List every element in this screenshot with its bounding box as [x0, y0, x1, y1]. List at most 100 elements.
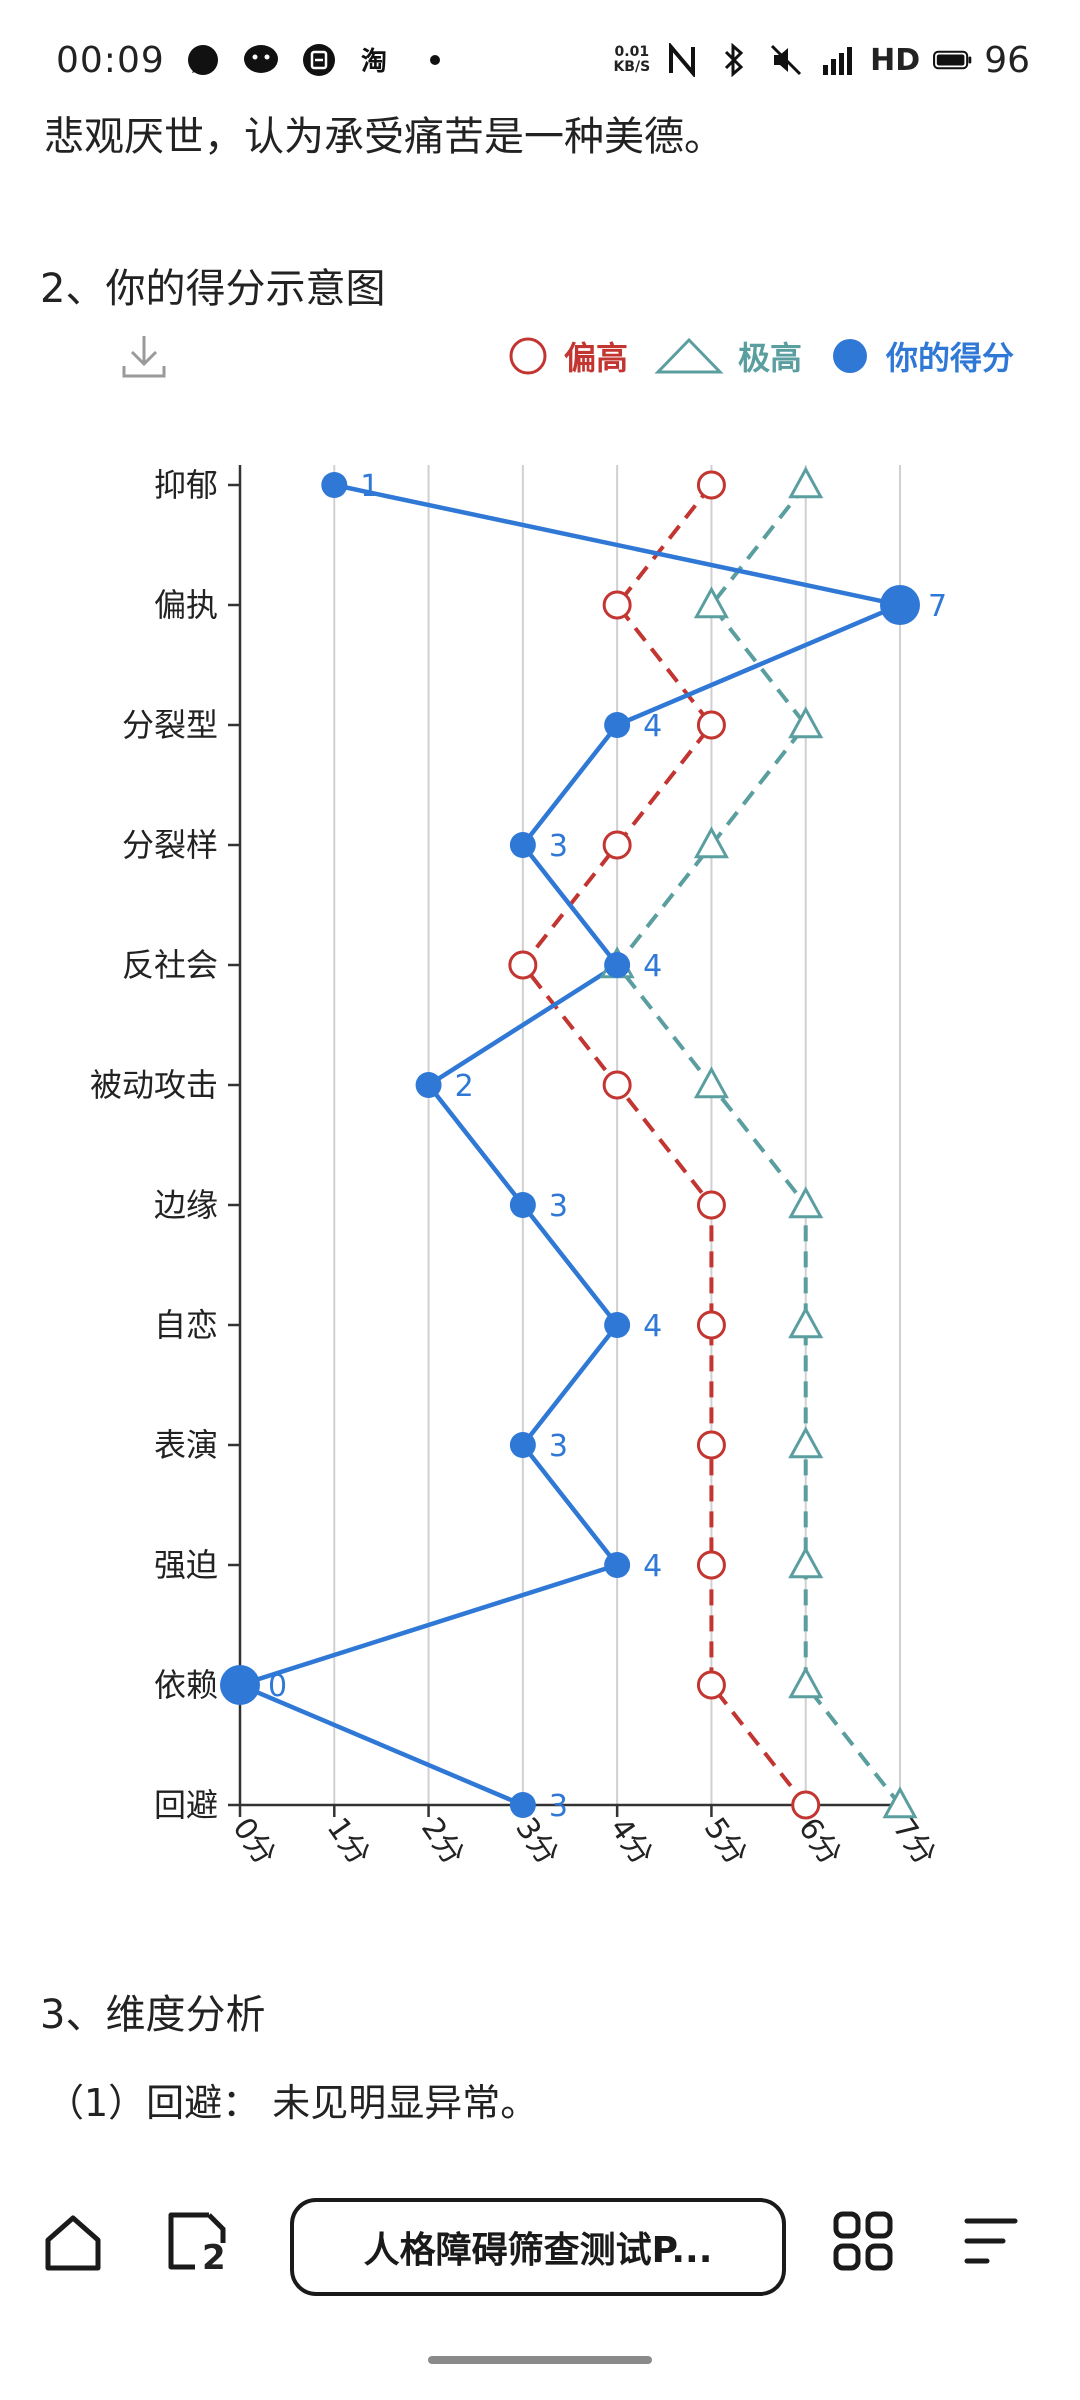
- svg-text:淘: 淘: [361, 47, 387, 77]
- data-point[interactable]: [602, 1070, 632, 1100]
- bluetooth-icon: [714, 40, 754, 80]
- y-tick-label: 表演: [154, 1426, 218, 1464]
- circle-marker-icon: [509, 337, 547, 375]
- legend-label-your-score: 你的得分: [886, 339, 1015, 377]
- legend-label-very-high: 极高: [738, 339, 803, 377]
- data-point[interactable]: [693, 826, 729, 859]
- data-label: 0: [268, 1669, 287, 1704]
- data-point[interactable]: [693, 1066, 729, 1099]
- nfc-icon: [662, 40, 702, 80]
- mute-icon: [766, 40, 806, 80]
- data-point[interactable]: [696, 1310, 726, 1340]
- data-label: 7: [928, 589, 947, 624]
- triangle-marker-icon: [654, 337, 724, 374]
- data-point[interactable]: [882, 1786, 918, 1819]
- data-point[interactable]: [788, 1546, 824, 1579]
- data-point[interactable]: [321, 472, 348, 498]
- data-point[interactable]: [509, 1792, 536, 1818]
- section-2-title: 2、你的得分示意图: [40, 266, 386, 312]
- data-point[interactable]: [508, 950, 538, 980]
- home-icon: [45, 2215, 101, 2271]
- filled-circle-marker-icon: [833, 339, 868, 373]
- x-tick-label: 5分: [697, 1812, 754, 1872]
- data-label: 4: [643, 1309, 662, 1344]
- legend-item-high[interactable]: 偏高: [506, 333, 628, 379]
- data-point[interactable]: [509, 832, 536, 858]
- document-title-button[interactable]: 人格障碍筛查测试P...: [290, 2198, 786, 2296]
- apps-icon: [833, 2211, 893, 2271]
- data-point[interactable]: [788, 1426, 824, 1459]
- menu-icon: [964, 2218, 1018, 2264]
- net-speed-unit: KB/S: [613, 59, 651, 75]
- apps-button[interactable]: [830, 2208, 896, 2274]
- battery-icon: [932, 40, 972, 80]
- data-point[interactable]: [602, 830, 632, 860]
- download-button[interactable]: [118, 330, 170, 382]
- data-point[interactable]: [604, 1552, 631, 1578]
- x-tick-label: 4分: [603, 1812, 660, 1872]
- data-point[interactable]: [509, 1192, 536, 1218]
- data-point[interactable]: [880, 585, 920, 625]
- legend-label-high: 偏高: [564, 339, 629, 377]
- data-point[interactable]: [788, 1186, 824, 1219]
- menu-button[interactable]: [958, 2210, 1024, 2272]
- data-label: 3: [549, 1189, 568, 1224]
- tabs-button[interactable]: 2: [162, 2206, 234, 2278]
- dot-icon: [415, 40, 455, 80]
- home-indicator[interactable]: [428, 2356, 652, 2364]
- tabs-count: 2: [202, 2238, 226, 2278]
- data-point[interactable]: [509, 1432, 536, 1458]
- y-tick-label: 依赖: [154, 1666, 218, 1704]
- x-tick-label: 6分: [791, 1812, 848, 1872]
- data-point[interactable]: [696, 1430, 726, 1460]
- intro-text: 悲观厌世，认为承受痛苦是一种美德。: [44, 114, 724, 160]
- status-time: 00:09: [56, 39, 165, 81]
- analysis-line: （1）回避： 未见明显异常。: [46, 2081, 539, 2125]
- taobao-icon: 淘: [357, 40, 397, 80]
- data-point[interactable]: [791, 1790, 821, 1820]
- data-point[interactable]: [788, 706, 824, 739]
- series-line: [615, 483, 902, 1807]
- network-type: HD: [870, 42, 921, 78]
- data-point[interactable]: [696, 1190, 726, 1220]
- data-point[interactable]: [788, 466, 824, 499]
- data-point[interactable]: [693, 586, 729, 619]
- home-button[interactable]: [38, 2208, 108, 2278]
- data-label: 2: [455, 1069, 474, 1104]
- data-label: 4: [643, 1549, 662, 1584]
- data-point[interactable]: [604, 712, 631, 738]
- download-icon: [122, 336, 166, 378]
- net-speed: 0.01 KB/S: [613, 45, 650, 75]
- y-tick-label: 分裂型: [122, 706, 218, 744]
- net-speed-value: 0.01: [614, 44, 650, 60]
- y-tick-label: 强迫: [154, 1546, 218, 1584]
- data-point[interactable]: [788, 1666, 824, 1699]
- data-point[interactable]: [696, 710, 726, 740]
- section-3-title: 3、维度分析: [40, 1992, 266, 2038]
- battery-level: 96: [984, 39, 1030, 81]
- data-point[interactable]: [220, 1665, 260, 1705]
- legend-item-very-high[interactable]: 极高: [654, 333, 802, 379]
- chart-legend: 偏高 极高 你的得分: [506, 328, 1014, 384]
- data-point[interactable]: [696, 1670, 726, 1700]
- legend-item-your-score[interactable]: 你的得分: [828, 333, 1014, 379]
- x-tick-label: 1分: [320, 1812, 377, 1872]
- data-point[interactable]: [788, 1306, 824, 1339]
- y-tick-label: 被动攻击: [90, 1066, 218, 1104]
- data-label: 3: [549, 1429, 568, 1464]
- data-point[interactable]: [604, 952, 631, 978]
- x-tick-label: 0分: [225, 1812, 282, 1872]
- chat-bubble-icon: [183, 40, 223, 80]
- data-label: 3: [549, 1789, 568, 1824]
- data-point[interactable]: [696, 1550, 726, 1580]
- data-point[interactable]: [602, 590, 632, 620]
- data-point[interactable]: [415, 1072, 442, 1098]
- meituan-icon: [299, 40, 339, 80]
- data-point[interactable]: [696, 470, 726, 500]
- wechat-icon: [241, 40, 281, 80]
- signal-icon: [818, 40, 858, 80]
- data-point[interactable]: [604, 1312, 631, 1338]
- series-line: [237, 482, 903, 1808]
- y-tick-label: 边缘: [154, 1186, 218, 1224]
